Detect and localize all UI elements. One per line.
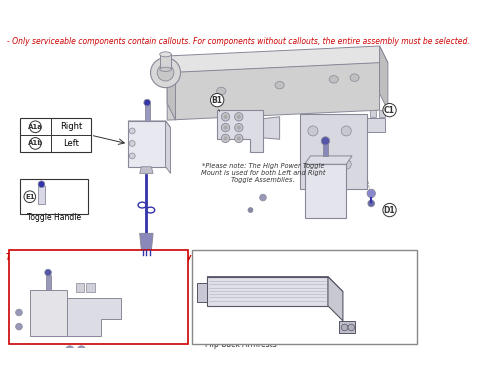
Polygon shape bbox=[160, 54, 172, 69]
Ellipse shape bbox=[329, 75, 338, 83]
Polygon shape bbox=[323, 143, 328, 156]
Polygon shape bbox=[250, 117, 280, 139]
Polygon shape bbox=[76, 283, 84, 292]
Text: - Only serviceable components contain callouts. For components without callouts,: - Only serviceable components contain ca… bbox=[8, 37, 470, 46]
Circle shape bbox=[236, 136, 241, 141]
Circle shape bbox=[368, 200, 374, 207]
Circle shape bbox=[341, 159, 351, 169]
Polygon shape bbox=[207, 277, 328, 306]
Polygon shape bbox=[167, 56, 175, 120]
Circle shape bbox=[341, 324, 348, 331]
Polygon shape bbox=[167, 62, 380, 120]
Circle shape bbox=[38, 181, 45, 187]
Circle shape bbox=[66, 346, 74, 354]
Circle shape bbox=[157, 64, 174, 81]
Polygon shape bbox=[128, 121, 166, 167]
Circle shape bbox=[78, 346, 86, 354]
Circle shape bbox=[234, 123, 243, 132]
Bar bbox=[20, 118, 90, 152]
Bar bbox=[20, 179, 88, 214]
Bar bbox=[192, 250, 417, 344]
Polygon shape bbox=[378, 110, 386, 117]
Circle shape bbox=[222, 123, 230, 132]
Text: C1: C1 bbox=[384, 106, 395, 115]
Polygon shape bbox=[140, 234, 153, 250]
Ellipse shape bbox=[350, 74, 359, 82]
Circle shape bbox=[130, 128, 135, 134]
Ellipse shape bbox=[160, 52, 172, 57]
Text: A1a: A1a bbox=[28, 124, 43, 130]
Circle shape bbox=[348, 324, 354, 331]
Ellipse shape bbox=[275, 82, 284, 89]
Polygon shape bbox=[300, 114, 367, 189]
Circle shape bbox=[222, 134, 230, 142]
Circle shape bbox=[224, 136, 228, 141]
Polygon shape bbox=[30, 290, 68, 336]
Polygon shape bbox=[68, 298, 122, 336]
Circle shape bbox=[234, 113, 243, 121]
Circle shape bbox=[248, 208, 253, 213]
Text: B1: B1 bbox=[212, 96, 222, 105]
Polygon shape bbox=[304, 156, 352, 164]
Polygon shape bbox=[304, 164, 346, 218]
Circle shape bbox=[322, 137, 330, 145]
Circle shape bbox=[236, 125, 241, 130]
Circle shape bbox=[224, 115, 228, 119]
Polygon shape bbox=[166, 121, 170, 173]
Polygon shape bbox=[140, 167, 153, 173]
Circle shape bbox=[16, 309, 22, 316]
Circle shape bbox=[236, 115, 241, 119]
Text: Version 1 & 2
Flip-back Armrests: Version 1 & 2 Flip-back Armrests bbox=[204, 329, 277, 349]
Polygon shape bbox=[46, 275, 51, 290]
Polygon shape bbox=[144, 104, 150, 121]
Circle shape bbox=[16, 323, 22, 330]
Circle shape bbox=[210, 93, 224, 107]
Circle shape bbox=[144, 99, 150, 106]
Circle shape bbox=[30, 121, 41, 133]
Circle shape bbox=[260, 194, 266, 201]
Text: D1: D1 bbox=[384, 206, 396, 215]
Polygon shape bbox=[197, 283, 207, 302]
Polygon shape bbox=[328, 277, 343, 321]
Text: The previous L-bracket mounting assembly
is no longer available.: The previous L-bracket mounting assembly… bbox=[6, 253, 191, 273]
Bar bbox=[9, 250, 188, 344]
Text: E1: E1 bbox=[25, 194, 34, 200]
Circle shape bbox=[383, 104, 396, 117]
Text: Left: Left bbox=[63, 139, 78, 148]
Circle shape bbox=[383, 203, 396, 217]
Circle shape bbox=[45, 269, 52, 276]
Circle shape bbox=[130, 141, 135, 146]
Polygon shape bbox=[367, 118, 386, 132]
Circle shape bbox=[24, 191, 36, 203]
Polygon shape bbox=[128, 121, 170, 128]
Ellipse shape bbox=[160, 67, 172, 71]
Circle shape bbox=[150, 58, 180, 88]
Circle shape bbox=[224, 125, 228, 130]
Circle shape bbox=[341, 126, 351, 136]
Circle shape bbox=[234, 134, 243, 142]
Circle shape bbox=[308, 126, 318, 136]
Circle shape bbox=[130, 153, 135, 159]
Polygon shape bbox=[380, 46, 388, 110]
Polygon shape bbox=[217, 110, 263, 152]
Circle shape bbox=[30, 138, 41, 149]
Polygon shape bbox=[370, 110, 376, 117]
Text: *Please note: The High Power Toggle
Mount is used for both Left and Right
Toggle: *Please note: The High Power Toggle Moun… bbox=[200, 163, 325, 183]
Circle shape bbox=[222, 113, 230, 121]
Text: A1b: A1b bbox=[28, 141, 43, 146]
Polygon shape bbox=[167, 46, 388, 73]
Polygon shape bbox=[207, 277, 343, 292]
Circle shape bbox=[367, 189, 376, 198]
Text: "The updated bracket is compatible
with all versions of the TB3 Flip-
back Armre: "The updated bracket is compatible with … bbox=[280, 255, 406, 282]
Polygon shape bbox=[338, 321, 355, 333]
Polygon shape bbox=[86, 283, 95, 292]
Text: Right: Right bbox=[60, 122, 82, 131]
Text: Toggle Handle: Toggle Handle bbox=[27, 213, 81, 222]
Ellipse shape bbox=[216, 87, 226, 95]
Circle shape bbox=[308, 159, 318, 169]
Polygon shape bbox=[38, 186, 45, 204]
